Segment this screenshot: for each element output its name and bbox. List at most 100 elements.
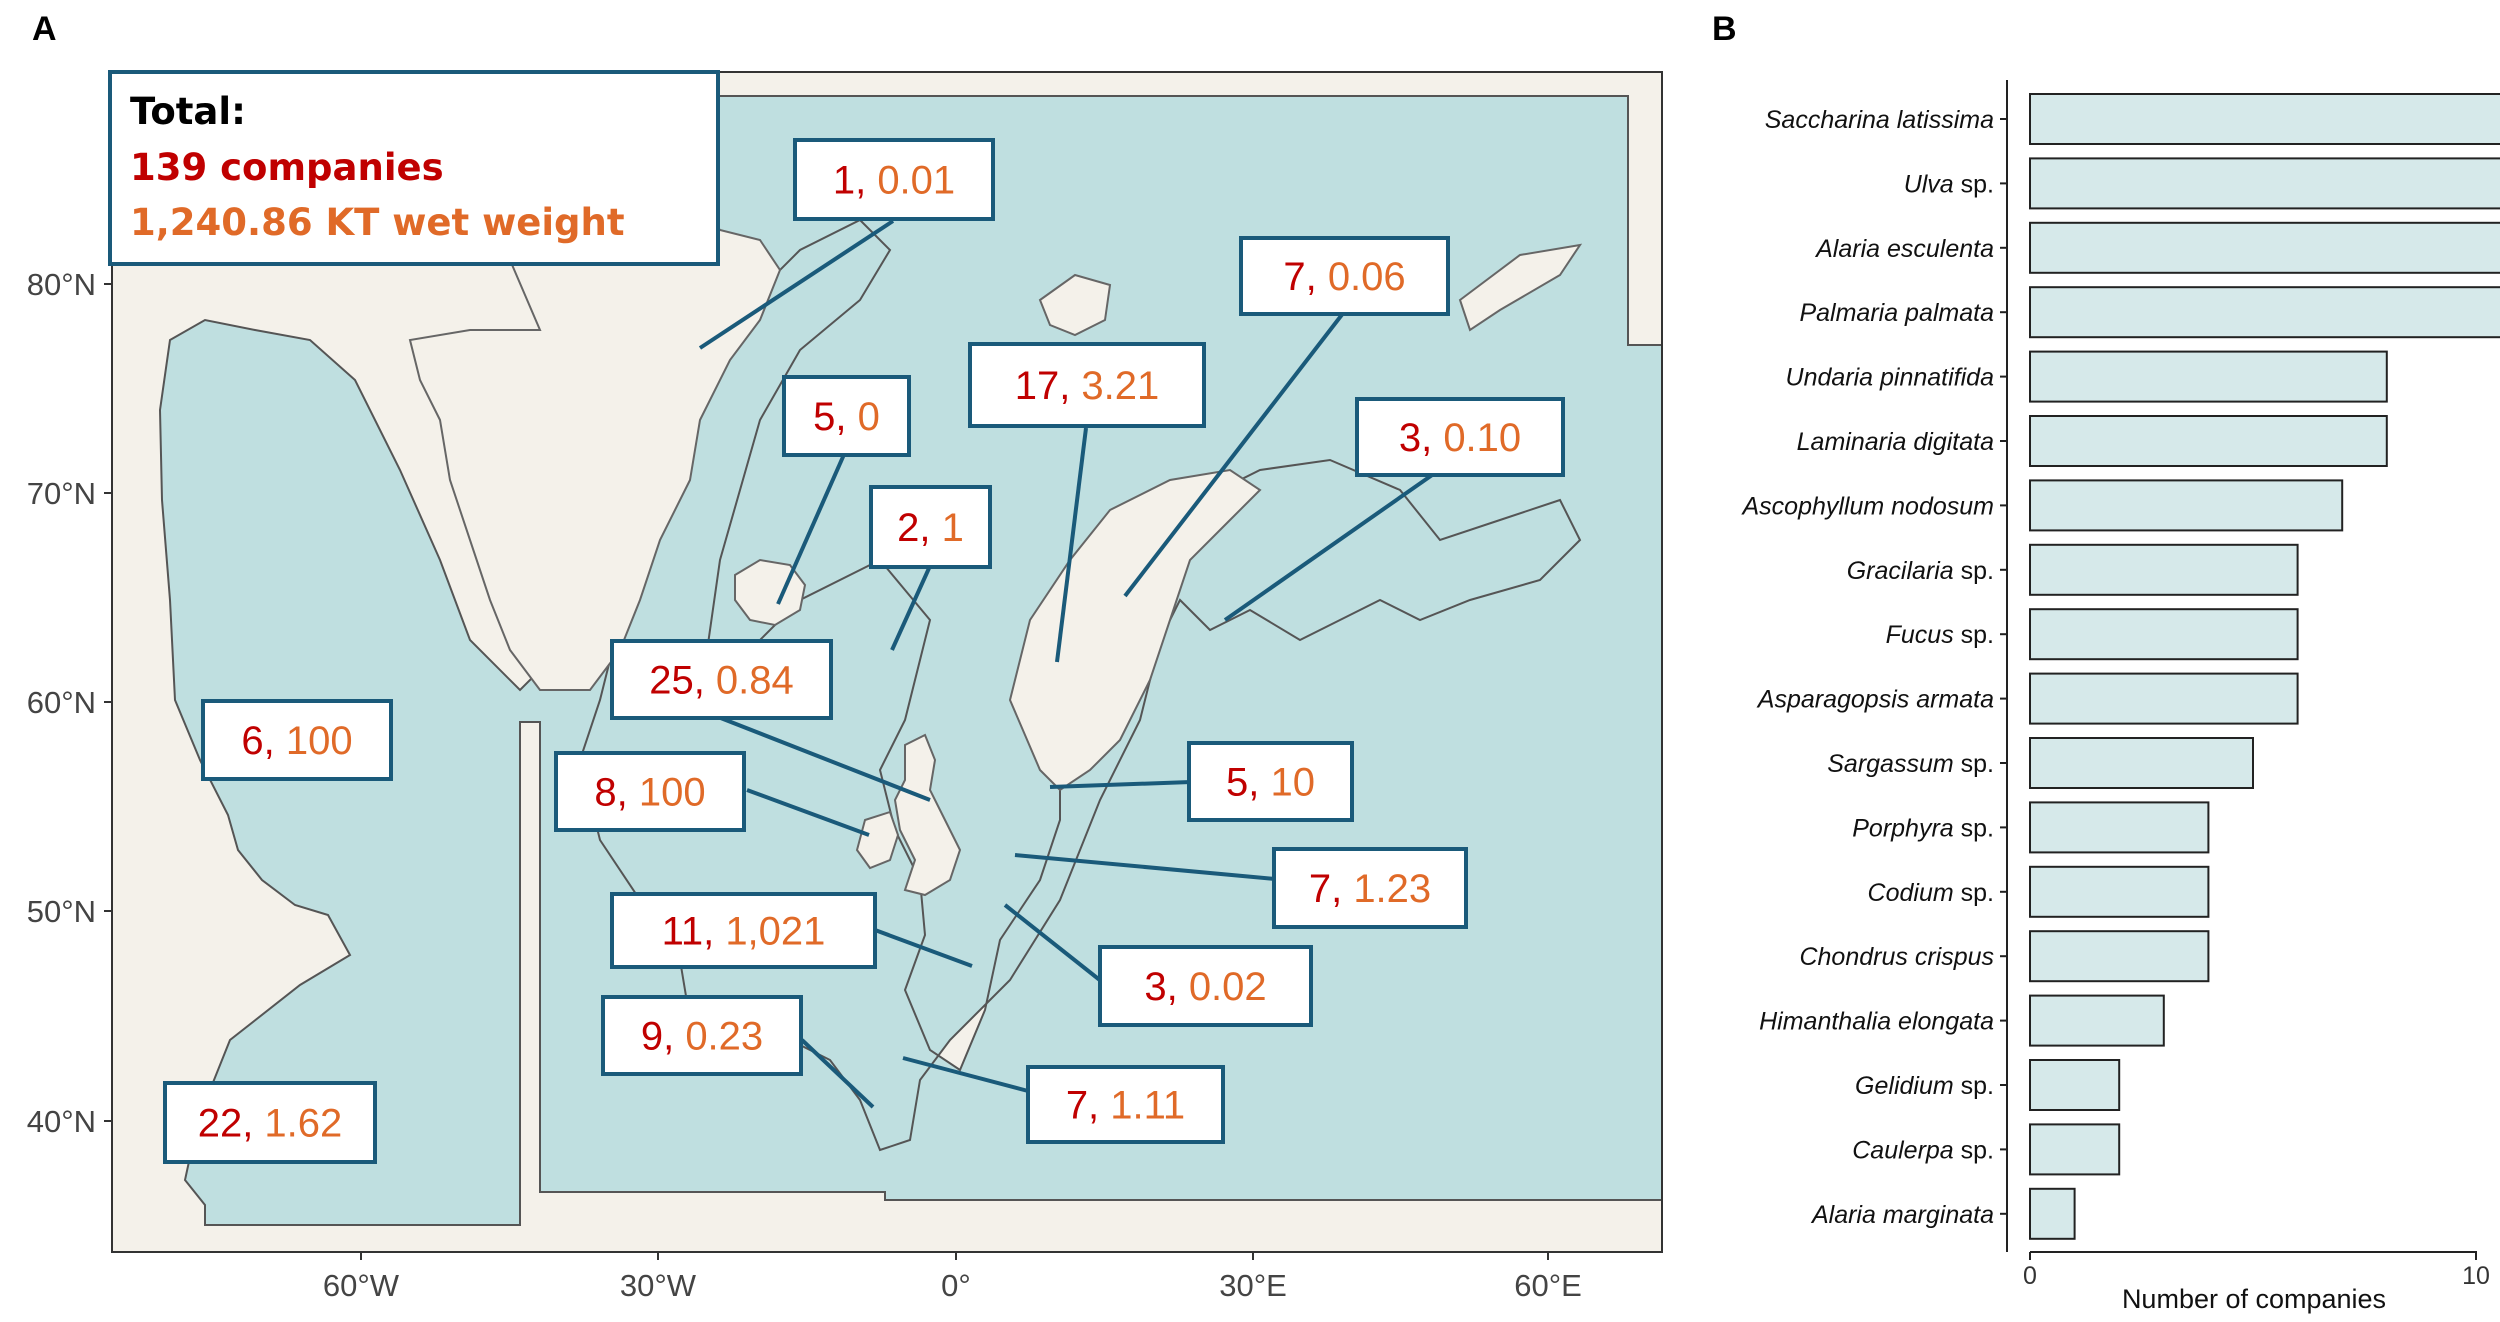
bar-x-tick-label: 0: [2023, 1262, 2037, 1290]
callout-frame: [1026, 1065, 1225, 1144]
species-suffix: sp.: [1954, 814, 1994, 842]
callout-label: 25, 0.84: [649, 659, 794, 703]
sea-area: [158, 95, 1663, 1226]
species-label: Saccharina latissima: [1765, 106, 1994, 134]
longitude-axis: 60°W 30°W 0° 30°E 60°E: [323, 1252, 1582, 1303]
callout-weight: 1.11: [1110, 1084, 1185, 1128]
callout-weight: 100: [639, 771, 706, 815]
callout-frame: [782, 375, 911, 457]
callout-box: 7, 1.23: [1272, 847, 1468, 929]
lat-tick-label: 40°N: [27, 1104, 96, 1139]
callout-label: 8, 100: [594, 771, 705, 815]
callout-weight: 0.06: [1328, 255, 1406, 299]
callout-companies: 5,: [1226, 761, 1270, 805]
bar-x-tick-label: 10: [2462, 1262, 2490, 1290]
callout-companies: 11,: [662, 910, 726, 954]
callout-companies: 7,: [1066, 1084, 1110, 1128]
species-suffix: sp.: [1954, 1136, 1994, 1164]
callout-frame: [201, 699, 393, 781]
bar: [2029, 479, 2344, 532]
callout-frame: [793, 138, 995, 221]
bar: [2029, 543, 2299, 596]
lon-tick-label: 30°E: [1219, 1268, 1287, 1303]
species-label: Gracilaria sp.: [1847, 557, 1994, 585]
leader-line: [1123, 310, 1346, 598]
svalbard-land: [1038, 273, 1112, 337]
panel-b-letter: B: [1712, 10, 1737, 48]
species-label: Porphyra sp.: [1852, 814, 1994, 842]
species-genus: Fucus: [1886, 621, 1954, 649]
leader-line: [874, 928, 973, 968]
callout-companies: 2,: [897, 506, 941, 550]
species-label: Palmaria palmata: [1799, 299, 1994, 327]
great-britain-land: [893, 733, 962, 897]
callout-frame: [554, 751, 746, 832]
callout-label: 5, 10: [1226, 761, 1315, 805]
species-label: Alaria esculenta: [1814, 235, 1994, 263]
callout-companies: 22,: [198, 1102, 265, 1146]
callout-label: 5, 0: [813, 395, 880, 439]
callout-companies: 5,: [813, 395, 857, 439]
callout-weight: 10: [1270, 761, 1315, 805]
species-genus: Ulva: [1904, 170, 1954, 198]
lon-tick-label: 0°: [941, 1268, 971, 1303]
total-box-frame: [108, 70, 720, 266]
bar-chart: Number of companies Saccharina latissima…: [1740, 80, 2500, 1314]
callout-label: 9, 0.23: [641, 1015, 763, 1059]
callout-box: 25, 0.84: [610, 639, 833, 720]
bar: [2029, 930, 2210, 983]
species-label: Chondrus crispus: [1799, 943, 1994, 971]
callout-companies: 3,: [1144, 965, 1188, 1009]
callout-box: 7, 1.11: [1026, 1065, 1225, 1144]
callout-frame: [1098, 945, 1313, 1027]
callout-label: 22, 1.62: [198, 1102, 343, 1146]
leader-line: [746, 788, 870, 837]
callout-box: 1, 0.01: [793, 138, 995, 221]
bar: [2029, 672, 2299, 725]
callout-weight: 0: [858, 395, 880, 439]
species-genus: Alaria marginata: [1810, 1201, 1994, 1229]
leader-line: [776, 449, 848, 605]
leader-line: [1055, 427, 1088, 663]
leader-line: [1049, 780, 1192, 789]
callout-companies: 17,: [1015, 364, 1082, 408]
species-label: Asparagopsis armata: [1756, 686, 1994, 714]
callout-label: 11, 1,021: [662, 910, 826, 954]
bar: [2029, 737, 2254, 789]
species-label: Gelidium sp.: [1855, 1072, 1994, 1100]
species-genus: Gracilaria: [1847, 557, 1954, 585]
lat-tick-label: 80°N: [27, 267, 96, 302]
species-genus: Asparagopsis armata: [1756, 686, 1994, 714]
bar: [2029, 350, 2388, 403]
callout-frame: [1187, 741, 1354, 822]
iceland-land: [734, 558, 807, 627]
callout-frame: [968, 342, 1206, 428]
species-genus: Ascophyllum nodosum: [1740, 492, 1994, 520]
species-suffix: sp.: [1954, 557, 1994, 585]
bar: [2029, 801, 2210, 854]
callout-companies: 25,: [649, 659, 716, 703]
callout-weight: 0.23: [685, 1015, 763, 1059]
leader-line: [698, 219, 895, 350]
species-genus: Porphyra: [1852, 814, 1954, 842]
callout-box: 22, 1.62: [163, 1081, 377, 1164]
lat-tick-label: 50°N: [27, 894, 96, 929]
species-label: Ascophyllum nodosum: [1740, 492, 1994, 520]
species-genus: Chondrus crispus: [1799, 943, 1994, 971]
callout-weight: 0.01: [877, 159, 955, 203]
total-box: Total: 139 companies 1,240.86 KT wet wei…: [108, 70, 720, 266]
leader-line: [1003, 903, 1103, 983]
bar: [2029, 93, 2500, 145]
callout-label: 3, 0.02: [1144, 965, 1266, 1009]
species-label: Alaria marginata: [1810, 1201, 1994, 1229]
species-label: Fucus sp.: [1886, 621, 1994, 649]
callout-frame: [1272, 847, 1468, 929]
species-suffix: sp.: [1954, 750, 1994, 778]
species-genus: Gelidium: [1855, 1072, 1954, 1100]
lat-tick-label: 70°N: [27, 476, 96, 511]
callout-weight: 100: [286, 719, 353, 763]
callout-frame: [869, 485, 992, 569]
callout-box: 8, 100: [554, 751, 746, 832]
callout-box: 9, 0.23: [601, 995, 803, 1076]
leader-line: [800, 1038, 875, 1109]
